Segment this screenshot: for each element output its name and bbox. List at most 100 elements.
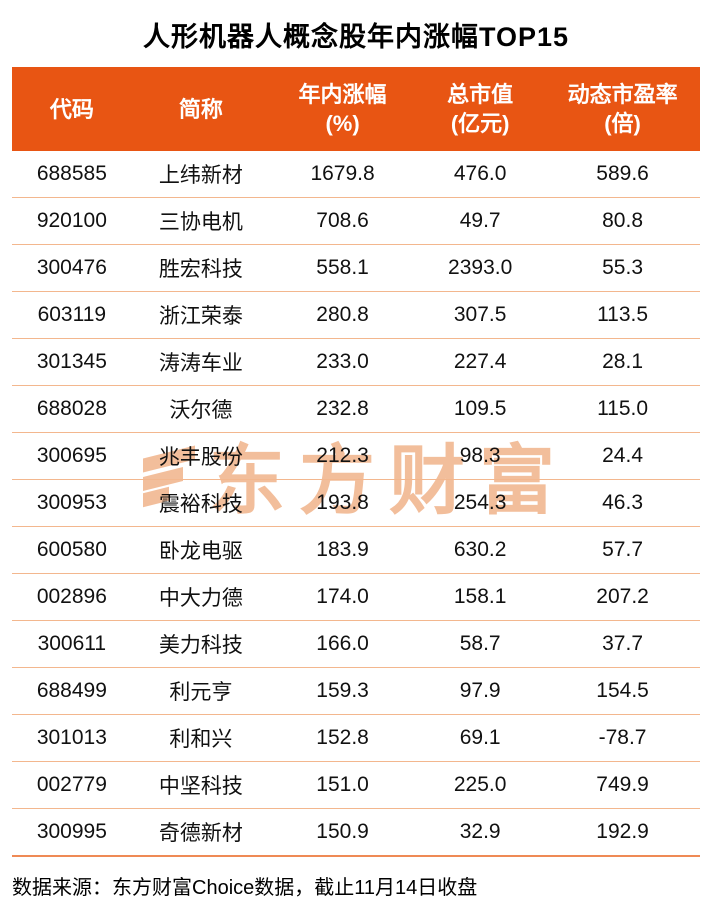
stock-name: 中坚科技 [158, 775, 243, 798]
table-row: 920100 三协电机 708.6 49.7 80.8 [12, 198, 700, 245]
column-header-pe-ratio: 动态市盈率 (倍) [545, 80, 700, 138]
ytd-gain-value: 150.9 [316, 820, 369, 843]
stock-name: 涛涛车业 [158, 352, 243, 375]
stock-code: 300995 [36, 820, 107, 843]
table-row: 688028 沃尔德 232.8 109.5 115.0 [12, 386, 700, 433]
stock-table: 东方财富 代码 简称 年内涨幅 (%) 总市值 (亿元) 动态市盈率 (倍) [12, 67, 700, 857]
market-cap-value: 2393.0 [448, 256, 513, 279]
column-header-label: 代码 [49, 96, 94, 122]
stock-name: 奇德新材 [158, 822, 243, 845]
table-row: 301345 涛涛车业 233.0 227.4 28.1 [12, 339, 700, 386]
market-cap-value: 158.1 [453, 585, 507, 608]
market-cap-value: 307.5 [453, 303, 507, 326]
table-header-row: 代码 简称 年内涨幅 (%) 总市值 (亿元) 动态市盈率 (倍) [12, 67, 700, 151]
pe-ratio-value: 57.7 [602, 538, 643, 561]
stock-code: 688585 [36, 162, 107, 185]
stock-code: 002896 [36, 585, 107, 608]
stock-code: 600580 [36, 538, 107, 561]
stock-code: 603119 [37, 303, 107, 326]
column-header-market-cap: 总市值 (亿元) [415, 80, 545, 138]
stock-name: 上纬新材 [158, 164, 243, 187]
pe-ratio-value: 28.1 [602, 350, 643, 373]
table-row: 301013 利和兴 152.8 69.1 -78.7 [12, 715, 700, 762]
stock-code: 688499 [36, 679, 107, 702]
stock-code: 300953 [36, 491, 107, 514]
stock-name: 中大力德 [158, 587, 243, 610]
market-cap-value: 109.5 [453, 397, 507, 420]
ytd-gain-value: 708.6 [316, 209, 369, 232]
column-header-ytd-gain: 年内涨幅 (%) [270, 80, 415, 138]
pe-ratio-value: 749.9 [596, 773, 649, 796]
table-row: 002896 中大力德 174.0 158.1 207.2 [12, 574, 700, 621]
stock-name: 沃尔德 [169, 399, 233, 422]
market-cap-value: 476.0 [453, 162, 507, 185]
ytd-gain-value: 558.1 [316, 256, 369, 279]
ytd-gain-value: 193.8 [316, 491, 369, 514]
table-row: 300476 胜宏科技 558.1 2393.0 55.3 [12, 245, 700, 292]
stock-name: 胜宏科技 [158, 258, 243, 281]
table-row: 603119 浙江荣泰 280.8 307.5 113.5 [12, 292, 700, 339]
pe-ratio-value: 589.6 [596, 162, 649, 185]
column-header-code: 代码 [12, 95, 132, 124]
market-cap-value: 69.1 [459, 726, 501, 749]
stock-code: 002779 [36, 773, 107, 796]
stock-name: 利和兴 [169, 728, 233, 751]
ytd-gain-value: 280.8 [316, 303, 369, 326]
ytd-gain-value: 183.9 [316, 538, 369, 561]
column-header-label: 动态市盈率 [567, 82, 678, 107]
pe-ratio-value: 154.5 [596, 679, 649, 702]
table-row: 688585 上纬新材 1679.8 476.0 589.6 [12, 151, 700, 198]
market-cap-value: 58.7 [459, 632, 501, 655]
pe-ratio-value: -78.7 [598, 726, 647, 749]
market-cap-value: 254.3 [453, 491, 507, 514]
column-header-unit: (%) [325, 111, 360, 136]
ytd-gain-value: 152.8 [316, 726, 369, 749]
table-row: 002779 中坚科技 151.0 225.0 749.9 [12, 762, 700, 809]
pe-ratio-value: 192.9 [596, 820, 649, 843]
ytd-gain-value: 151.0 [316, 773, 369, 796]
ytd-gain-value: 232.8 [316, 397, 369, 420]
stock-name: 卧龙电驱 [158, 540, 243, 563]
table-body: 688585 上纬新材 1679.8 476.0 589.6 920100 三协… [12, 151, 700, 857]
table-row: 300695 兆丰股份 212.3 98.3 24.4 [12, 433, 700, 480]
column-header-label: 总市值 [447, 82, 514, 107]
stock-name: 兆丰股份 [158, 446, 243, 469]
market-cap-value: 225.0 [453, 773, 507, 796]
table-row: 300611 美力科技 166.0 58.7 37.7 [12, 621, 700, 668]
ytd-gain-value: 212.3 [316, 444, 369, 467]
ytd-gain-value: 166.0 [316, 632, 369, 655]
stock-code: 301013 [36, 726, 107, 749]
market-cap-value: 97.9 [459, 679, 501, 702]
stock-code: 300611 [37, 632, 107, 655]
column-header-label: 简称 [178, 96, 223, 122]
stock-name: 浙江荣泰 [158, 305, 243, 328]
column-header-unit: (亿元) [450, 111, 510, 136]
column-header-unit: (倍) [604, 111, 641, 136]
pe-ratio-value: 24.4 [602, 444, 643, 467]
stock-code: 300695 [36, 444, 107, 467]
stock-name: 利元亨 [169, 681, 233, 704]
ytd-gain-value: 233.0 [316, 350, 369, 373]
stock-code: 688028 [36, 397, 107, 420]
pe-ratio-value: 115.0 [597, 397, 649, 420]
pe-ratio-value: 46.3 [602, 491, 643, 514]
stock-name: 震裕科技 [158, 493, 243, 516]
stock-name: 三协电机 [158, 211, 243, 234]
column-header-name: 简称 [132, 95, 270, 124]
page-title: 人形机器人概念股年内涨幅TOP15 [142, 22, 570, 52]
table-row: 600580 卧龙电驱 183.9 630.2 57.7 [12, 527, 700, 574]
ytd-gain-value: 159.3 [316, 679, 369, 702]
pe-ratio-value: 113.5 [597, 303, 649, 326]
ytd-gain-value: 174.0 [316, 585, 369, 608]
table-row: 300953 震裕科技 193.8 254.3 46.3 [12, 480, 700, 527]
data-source-note: 数据来源：东方财富Choice数据，截止11月14日收盘 [12, 877, 478, 899]
market-cap-value: 49.7 [459, 209, 501, 232]
market-cap-value: 630.2 [453, 538, 507, 561]
infographic-page: 人形机器人概念股年内涨幅TOP15 东方财富 代码 简称 年内涨幅 (%) 总市… [0, 15, 712, 900]
market-cap-value: 227.4 [453, 350, 507, 373]
pe-ratio-value: 80.8 [602, 209, 643, 232]
market-cap-value: 32.9 [459, 820, 501, 843]
pe-ratio-value: 55.3 [602, 256, 643, 279]
ytd-gain-value: 1679.8 [310, 162, 375, 185]
column-header-label: 年内涨幅 [298, 82, 387, 107]
